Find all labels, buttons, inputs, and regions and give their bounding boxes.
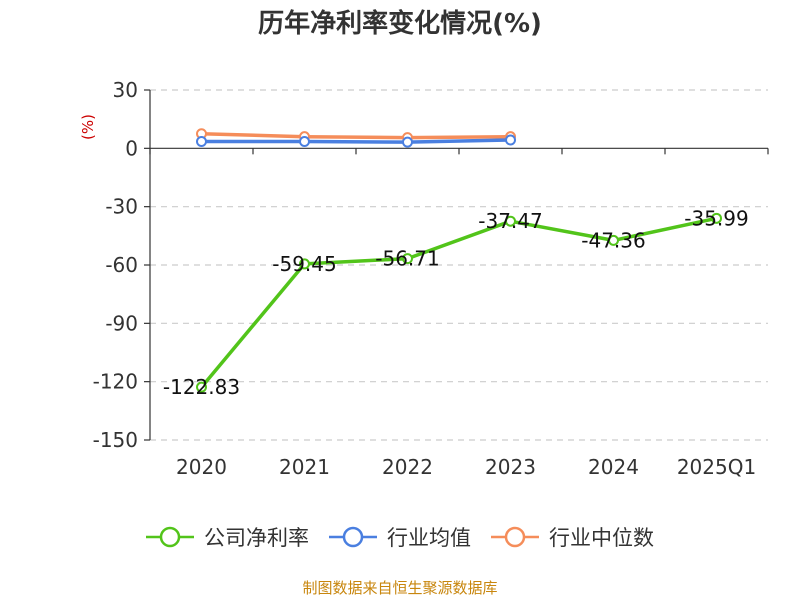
data-point bbox=[402, 136, 413, 148]
data-label: -37.47 bbox=[478, 209, 542, 233]
legend-marker-icon bbox=[504, 526, 526, 548]
legend-item[interactable]: 行业均值 bbox=[329, 526, 471, 550]
y-tick-label: 0 bbox=[125, 136, 138, 160]
legend: 公司净利率 行业均值 行业中位数 bbox=[146, 526, 654, 550]
legend-item[interactable]: 公司净利率 bbox=[146, 526, 309, 550]
data-label: -122.83 bbox=[163, 375, 240, 399]
legend-label: 行业中位数 bbox=[549, 526, 654, 550]
axes: 30 0 -30 -60 -90 -120 -150 2020 2021 2022 2023 2024… bbox=[93, 78, 769, 479]
y-tick-label: -60 bbox=[105, 253, 138, 277]
x-tick-label: 2023 bbox=[485, 455, 536, 479]
series-line bbox=[199, 132, 513, 140]
data-point bbox=[196, 381, 207, 393]
chart-title: 历年净利率变化情况(%) bbox=[258, 8, 542, 39]
source-note: 制图数据来自恒生聚源数据库 bbox=[302, 579, 497, 597]
data-point bbox=[299, 136, 310, 148]
data-label: -59.45 bbox=[272, 252, 336, 276]
y-tick-label: -120 bbox=[93, 370, 138, 394]
x-tick-label: 2022 bbox=[382, 455, 433, 479]
data-point bbox=[299, 258, 310, 270]
legend-label: 行业均值 bbox=[387, 526, 471, 550]
x-tick-label: 2021 bbox=[279, 455, 330, 479]
x-tick-label: 2024 bbox=[588, 455, 639, 479]
data-point bbox=[505, 134, 516, 146]
data-point bbox=[196, 136, 207, 148]
series-layer bbox=[196, 128, 722, 393]
data-label: -56.71 bbox=[375, 247, 439, 271]
y-tick-label: -30 bbox=[105, 195, 138, 219]
legend-label: 公司净利率 bbox=[204, 526, 309, 550]
data-point bbox=[402, 253, 413, 265]
x-tick-label: 2025Q1 bbox=[677, 455, 756, 479]
y-tick-label: -150 bbox=[93, 428, 138, 452]
y-axis-unit-label: (%) bbox=[79, 114, 97, 140]
data-label: -47.36 bbox=[581, 228, 645, 252]
data-labels: -122.83 -59.45 -56.71 -37.47 -47.36 -35.99 bbox=[163, 206, 749, 399]
data-point bbox=[711, 212, 722, 224]
series-line bbox=[199, 216, 719, 389]
data-point bbox=[505, 215, 516, 227]
y-tick-label: -90 bbox=[105, 311, 138, 335]
x-tick-label: 2020 bbox=[176, 455, 227, 479]
data-point bbox=[608, 234, 619, 246]
legend-marker-icon bbox=[159, 526, 181, 548]
series-line bbox=[199, 138, 513, 144]
data-label: -35.99 bbox=[684, 206, 748, 230]
legend-marker-icon bbox=[342, 526, 364, 548]
legend-item[interactable]: 行业中位数 bbox=[491, 526, 654, 550]
y-tick-label: 30 bbox=[113, 78, 138, 102]
